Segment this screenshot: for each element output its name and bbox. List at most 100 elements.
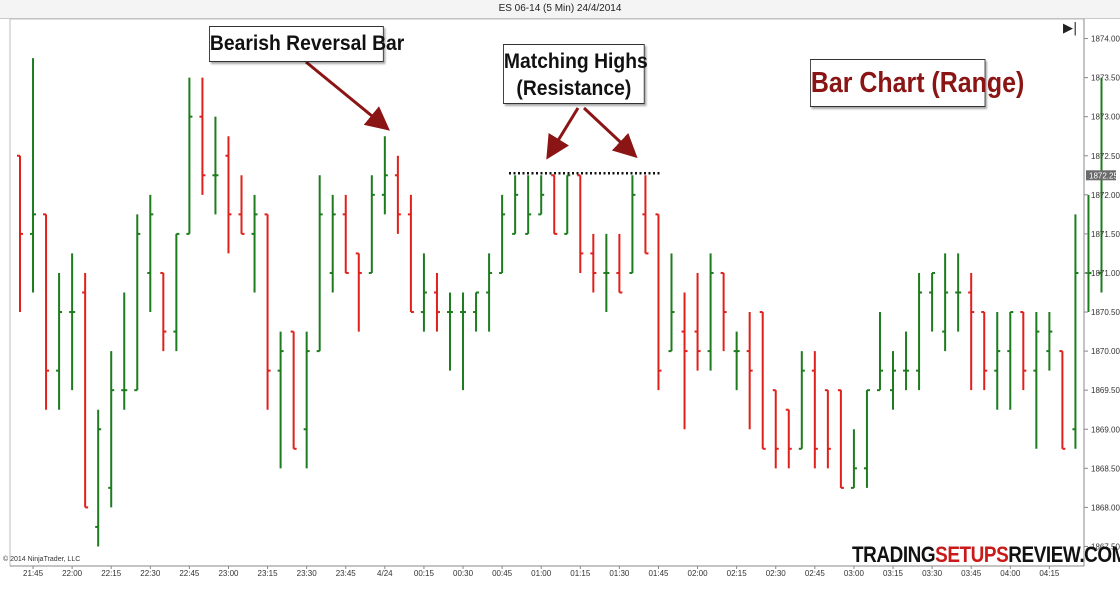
up-bar bbox=[173, 232, 180, 352]
x-tick-label: 03:45 bbox=[961, 569, 982, 578]
matching-highs-label: Matching Highs bbox=[503, 50, 648, 73]
up-bar bbox=[69, 253, 76, 391]
down-bar bbox=[759, 311, 766, 450]
up-bar bbox=[486, 253, 493, 332]
down-bar bbox=[694, 272, 701, 371]
bearish-arrow bbox=[305, 60, 390, 131]
up-bar bbox=[890, 351, 897, 410]
down-bar bbox=[616, 233, 623, 294]
watermark: TRADINGSETUPSREVIEW.COM bbox=[852, 542, 1120, 568]
annotation-arrows bbox=[305, 60, 638, 160]
x-tick-label: 23:45 bbox=[336, 569, 357, 578]
down-bar bbox=[433, 272, 440, 332]
y-tick-label: 1873.50 bbox=[1091, 74, 1120, 83]
down-bar bbox=[1059, 350, 1066, 450]
down-bar bbox=[811, 351, 818, 469]
x-tick-label: 00:15 bbox=[414, 569, 435, 578]
watermark-part-2: SETUPS bbox=[935, 542, 1009, 567]
down-bar bbox=[82, 272, 89, 509]
x-tick-label: 22:15 bbox=[101, 569, 122, 578]
down-bar bbox=[642, 175, 649, 255]
up-bar bbox=[668, 253, 675, 353]
up-bar bbox=[368, 175, 375, 274]
up-bar bbox=[1085, 194, 1092, 313]
down-bar bbox=[238, 175, 245, 235]
down-bar bbox=[160, 271, 167, 352]
x-tick-label: 4/24 bbox=[377, 569, 393, 578]
watermark-part-1: TRADING bbox=[852, 542, 936, 567]
y-tick-label: 1873.00 bbox=[1091, 113, 1120, 122]
down-bar bbox=[824, 389, 831, 469]
y-tick-label: 1871.00 bbox=[1091, 269, 1120, 278]
x-tick-label: 02:45 bbox=[805, 569, 826, 578]
highs-arrow-right bbox=[582, 106, 638, 159]
up-bar bbox=[147, 194, 154, 313]
bearish-reversal-callout: Bearish Reversal Bar bbox=[209, 26, 404, 62]
matching-highs-callout: Matching Highs (Resistance) bbox=[503, 44, 648, 104]
watermark-part-3: REVIEW.COM bbox=[1008, 542, 1120, 567]
up-bar bbox=[30, 58, 37, 293]
up-bar bbox=[942, 253, 949, 352]
skip-to-end-icon[interactable]: ▶| bbox=[1063, 21, 1078, 36]
down-bar bbox=[772, 389, 779, 469]
up-bar bbox=[186, 77, 193, 235]
down-bar bbox=[264, 213, 271, 410]
x-tick-label: 03:15 bbox=[883, 569, 904, 578]
x-tick-label: 03:30 bbox=[922, 569, 943, 578]
chart-type-callout: Bar Chart (Range) bbox=[810, 59, 1024, 107]
down-bar bbox=[655, 213, 662, 391]
up-bar bbox=[603, 233, 610, 313]
up-bar bbox=[525, 175, 532, 235]
up-bar bbox=[733, 331, 740, 391]
up-bar bbox=[798, 351, 805, 450]
resistance-label: (Resistance) bbox=[516, 77, 632, 100]
down-bar bbox=[342, 194, 349, 274]
up-bar bbox=[1098, 77, 1105, 293]
x-tick-label: 22:45 bbox=[179, 569, 200, 578]
up-bar bbox=[994, 312, 1001, 410]
up-bar bbox=[460, 292, 467, 391]
y-tick-label: 1868.50 bbox=[1091, 464, 1120, 473]
x-tick-label: 23:15 bbox=[258, 569, 279, 578]
x-tick-label: 23:30 bbox=[297, 569, 318, 578]
y-tick-label: 1872.50 bbox=[1091, 152, 1120, 161]
up-bar bbox=[955, 253, 962, 332]
y-tick-label: 1874.00 bbox=[1091, 35, 1120, 44]
y-tick-label: 1869.50 bbox=[1091, 386, 1120, 395]
x-tick-label: 21:45 bbox=[23, 569, 44, 578]
y-tick-label: 1868.00 bbox=[1091, 503, 1120, 512]
down-bar bbox=[199, 77, 206, 195]
down-bar bbox=[968, 272, 975, 391]
up-bar bbox=[564, 174, 571, 235]
highs-arrow-left bbox=[546, 107, 580, 160]
down-bar bbox=[407, 194, 414, 314]
up-bar bbox=[56, 272, 63, 410]
up-bar bbox=[903, 331, 910, 391]
down-bar bbox=[746, 312, 753, 430]
up-bar bbox=[538, 175, 545, 216]
price-bars bbox=[17, 58, 1105, 547]
up-bar bbox=[277, 331, 284, 469]
y-tick-label: 1872.00 bbox=[1091, 191, 1120, 200]
x-axis: 21:45 22:00 22:15 22:30 22:45 23:00 23:15 23:30… bbox=[10, 565, 1084, 578]
up-bar bbox=[420, 253, 427, 332]
x-tick-label: 02:00 bbox=[688, 569, 709, 578]
x-tick-label: 04:00 bbox=[1000, 569, 1021, 578]
x-tick-label: 00:30 bbox=[453, 569, 474, 578]
x-tick-label: 02:30 bbox=[766, 569, 787, 578]
x-tick-label: 02:15 bbox=[727, 569, 748, 578]
up-bar bbox=[134, 214, 141, 392]
x-tick-label: 01:30 bbox=[609, 569, 630, 578]
up-bar bbox=[1046, 312, 1053, 371]
y-tick-label: 1867.50 bbox=[1091, 542, 1120, 551]
up-bar bbox=[929, 271, 936, 332]
up-bar bbox=[329, 194, 336, 293]
x-tick-label: 23:00 bbox=[218, 569, 239, 578]
up-bar bbox=[381, 136, 388, 215]
down-bar bbox=[720, 271, 727, 352]
up-bar bbox=[212, 116, 219, 215]
up-bar bbox=[316, 175, 323, 353]
x-tick-label: 22:00 bbox=[62, 569, 83, 578]
